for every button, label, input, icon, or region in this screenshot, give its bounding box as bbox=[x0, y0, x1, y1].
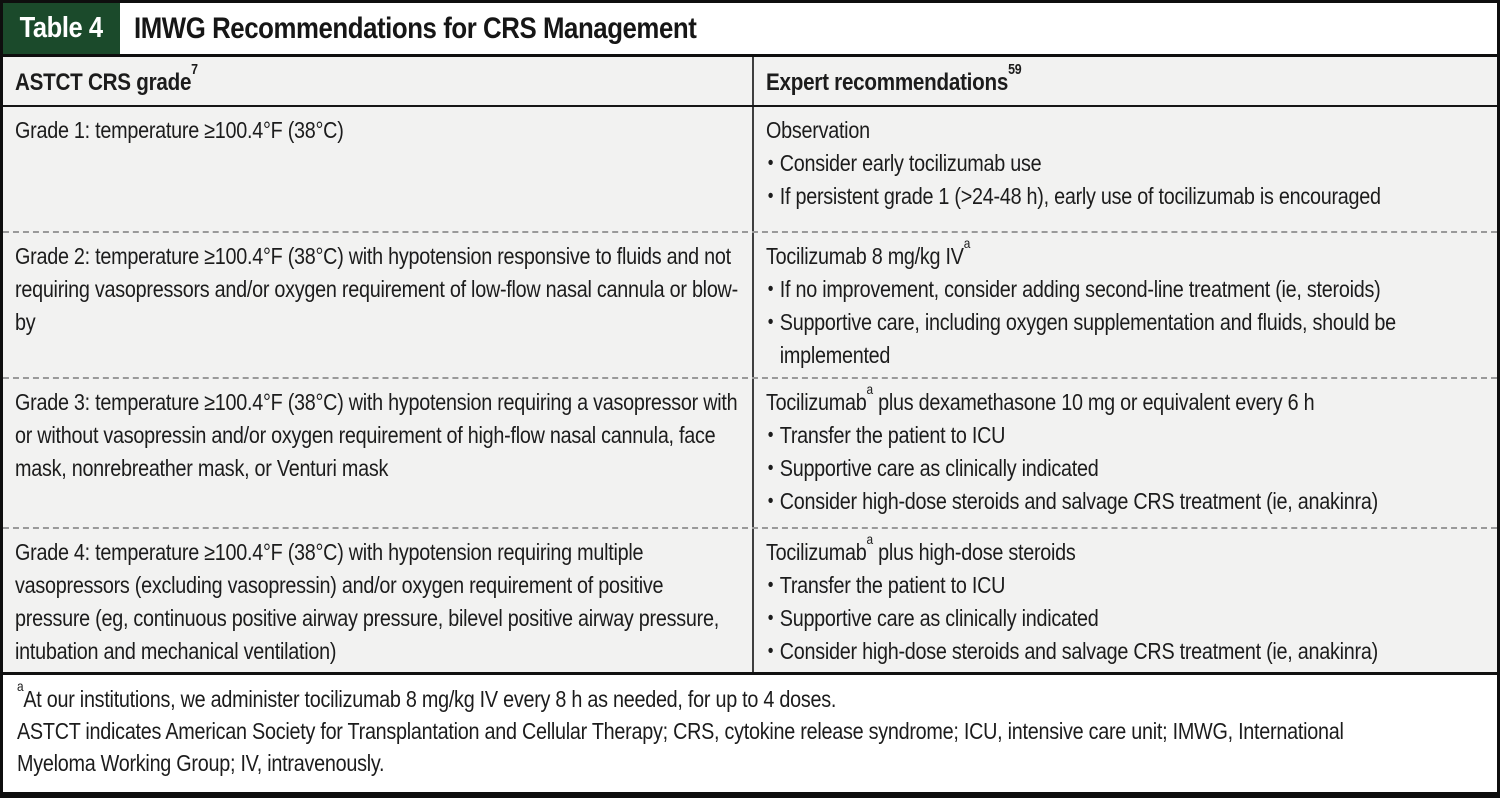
bullet-item: • Transfer the patient to ICU bbox=[766, 419, 1485, 452]
grade1-rec-lead: Observation bbox=[766, 117, 870, 143]
column-header-grade-label: ASTCT CRS grade bbox=[15, 69, 192, 96]
grade2-criteria-cell: Grade 2: temperature ≥100.4°F (38°C) wit… bbox=[3, 233, 754, 377]
table-row-grade3: Grade 3: temperature ≥100.4°F (38°C) wit… bbox=[3, 377, 1497, 527]
grade4-recommendation-cell: Tocilizumaba plus high-dose steroids • Tr… bbox=[754, 529, 1497, 672]
table-row-grade4: Grade 4: temperature ≥100.4°F (38°C) wit… bbox=[3, 527, 1497, 672]
column-header-recommendations: Expert recommendations59 bbox=[754, 57, 1497, 105]
column-header-recommendations-label: Expert recommendations bbox=[766, 69, 1009, 96]
bullet-icon: • bbox=[767, 425, 774, 446]
column-header-recommendations-ref: 59 bbox=[1008, 61, 1022, 78]
grade2-recommendation-cell: Tocilizumab 8 mg/kg IVa • If no improveme… bbox=[754, 233, 1497, 377]
table-title-text: IMWG Recommendations for CRS Management bbox=[134, 11, 697, 45]
column-header-grade-ref: 7 bbox=[191, 61, 198, 78]
bullet-item: • Supportive care, including oxygen suppl… bbox=[766, 306, 1485, 372]
bullet-item: • Transfer the patient to ICU bbox=[766, 569, 1485, 602]
footnote-dose-note: aAt our institutions, we administer toci… bbox=[17, 679, 837, 712]
bullet-item: • If no improvement, consider adding seco… bbox=[766, 273, 1485, 306]
bullet-icon: • bbox=[767, 279, 774, 300]
footnote: aAt our institutions, we administer toci… bbox=[3, 672, 1497, 789]
bullet-item: • Consider high-dose steroids and salvage… bbox=[766, 485, 1485, 518]
table-header-row: ASTCT CRS grade7 Expert recommendations5… bbox=[3, 57, 1497, 107]
bullet-icon: • bbox=[767, 458, 774, 479]
grade3-criteria-text: Grade 3: temperature ≥100.4°F (38°C) wit… bbox=[15, 389, 738, 481]
bullet-icon: • bbox=[767, 153, 774, 174]
bullet-icon: • bbox=[767, 312, 774, 333]
grade4-criteria-text: Grade 4: temperature ≥100.4°F (38°C) wit… bbox=[15, 539, 719, 664]
grade4-criteria-cell: Grade 4: temperature ≥100.4°F (38°C) wit… bbox=[3, 529, 754, 672]
bullet-icon: • bbox=[767, 186, 774, 207]
bullet-item: • If persistent grade 1 (>24-48 h), early… bbox=[766, 180, 1485, 213]
grade3-recommendation-cell: Tocilizumaba plus dexamethasone 10 mg or… bbox=[754, 379, 1497, 527]
bullet-item: • Supportive care as clinically indicated bbox=[766, 602, 1485, 635]
title-bar: Table 4 IMWG Recommendations for CRS Man… bbox=[3, 3, 1497, 57]
grade1-criteria-text: Grade 1: temperature ≥100.4°F (38°C) bbox=[15, 117, 344, 143]
bullet-icon: • bbox=[767, 491, 774, 512]
table-title: IMWG Recommendations for CRS Management bbox=[120, 3, 788, 54]
table-row-grade1: Grade 1: temperature ≥100.4°F (38°C) Obs… bbox=[3, 107, 1497, 231]
column-header-grade: ASTCT CRS grade7 bbox=[3, 57, 754, 105]
bullet-icon: • bbox=[767, 608, 774, 629]
table-row-grade2: Grade 2: temperature ≥100.4°F (38°C) wit… bbox=[3, 231, 1497, 377]
grade4-rec-lead: Tocilizumaba plus high-dose steroids bbox=[766, 532, 1076, 565]
grade1-recommendation-cell: Observation • Consider early tocilizumab … bbox=[754, 107, 1497, 231]
footnote-abbreviations: ASTCT indicates American Society for Tra… bbox=[17, 718, 1344, 776]
footnote-ref-a: a bbox=[17, 679, 24, 695]
table-number-label: Table 4 bbox=[20, 12, 103, 44]
grade1-criteria-cell: Grade 1: temperature ≥100.4°F (38°C) bbox=[3, 107, 754, 231]
bullet-icon: • bbox=[767, 641, 774, 662]
grade2-rec-lead: Tocilizumab 8 mg/kg IVa bbox=[766, 236, 971, 269]
bullet-icon: • bbox=[767, 575, 774, 596]
grade3-rec-lead: Tocilizumaba plus dexamethasone 10 mg or… bbox=[766, 382, 1315, 415]
table-number-badge: Table 4 bbox=[3, 3, 120, 54]
grade3-criteria-cell: Grade 3: temperature ≥100.4°F (38°C) wit… bbox=[3, 379, 754, 527]
bullet-item: • Consider high-dose steroids and salvage… bbox=[766, 635, 1485, 668]
bullet-item: • Consider early tocilizumab use bbox=[766, 147, 1485, 180]
grade2-criteria-text: Grade 2: temperature ≥100.4°F (38°C) wit… bbox=[15, 243, 738, 335]
bullet-item: • Supportive care as clinically indicated bbox=[766, 452, 1485, 485]
